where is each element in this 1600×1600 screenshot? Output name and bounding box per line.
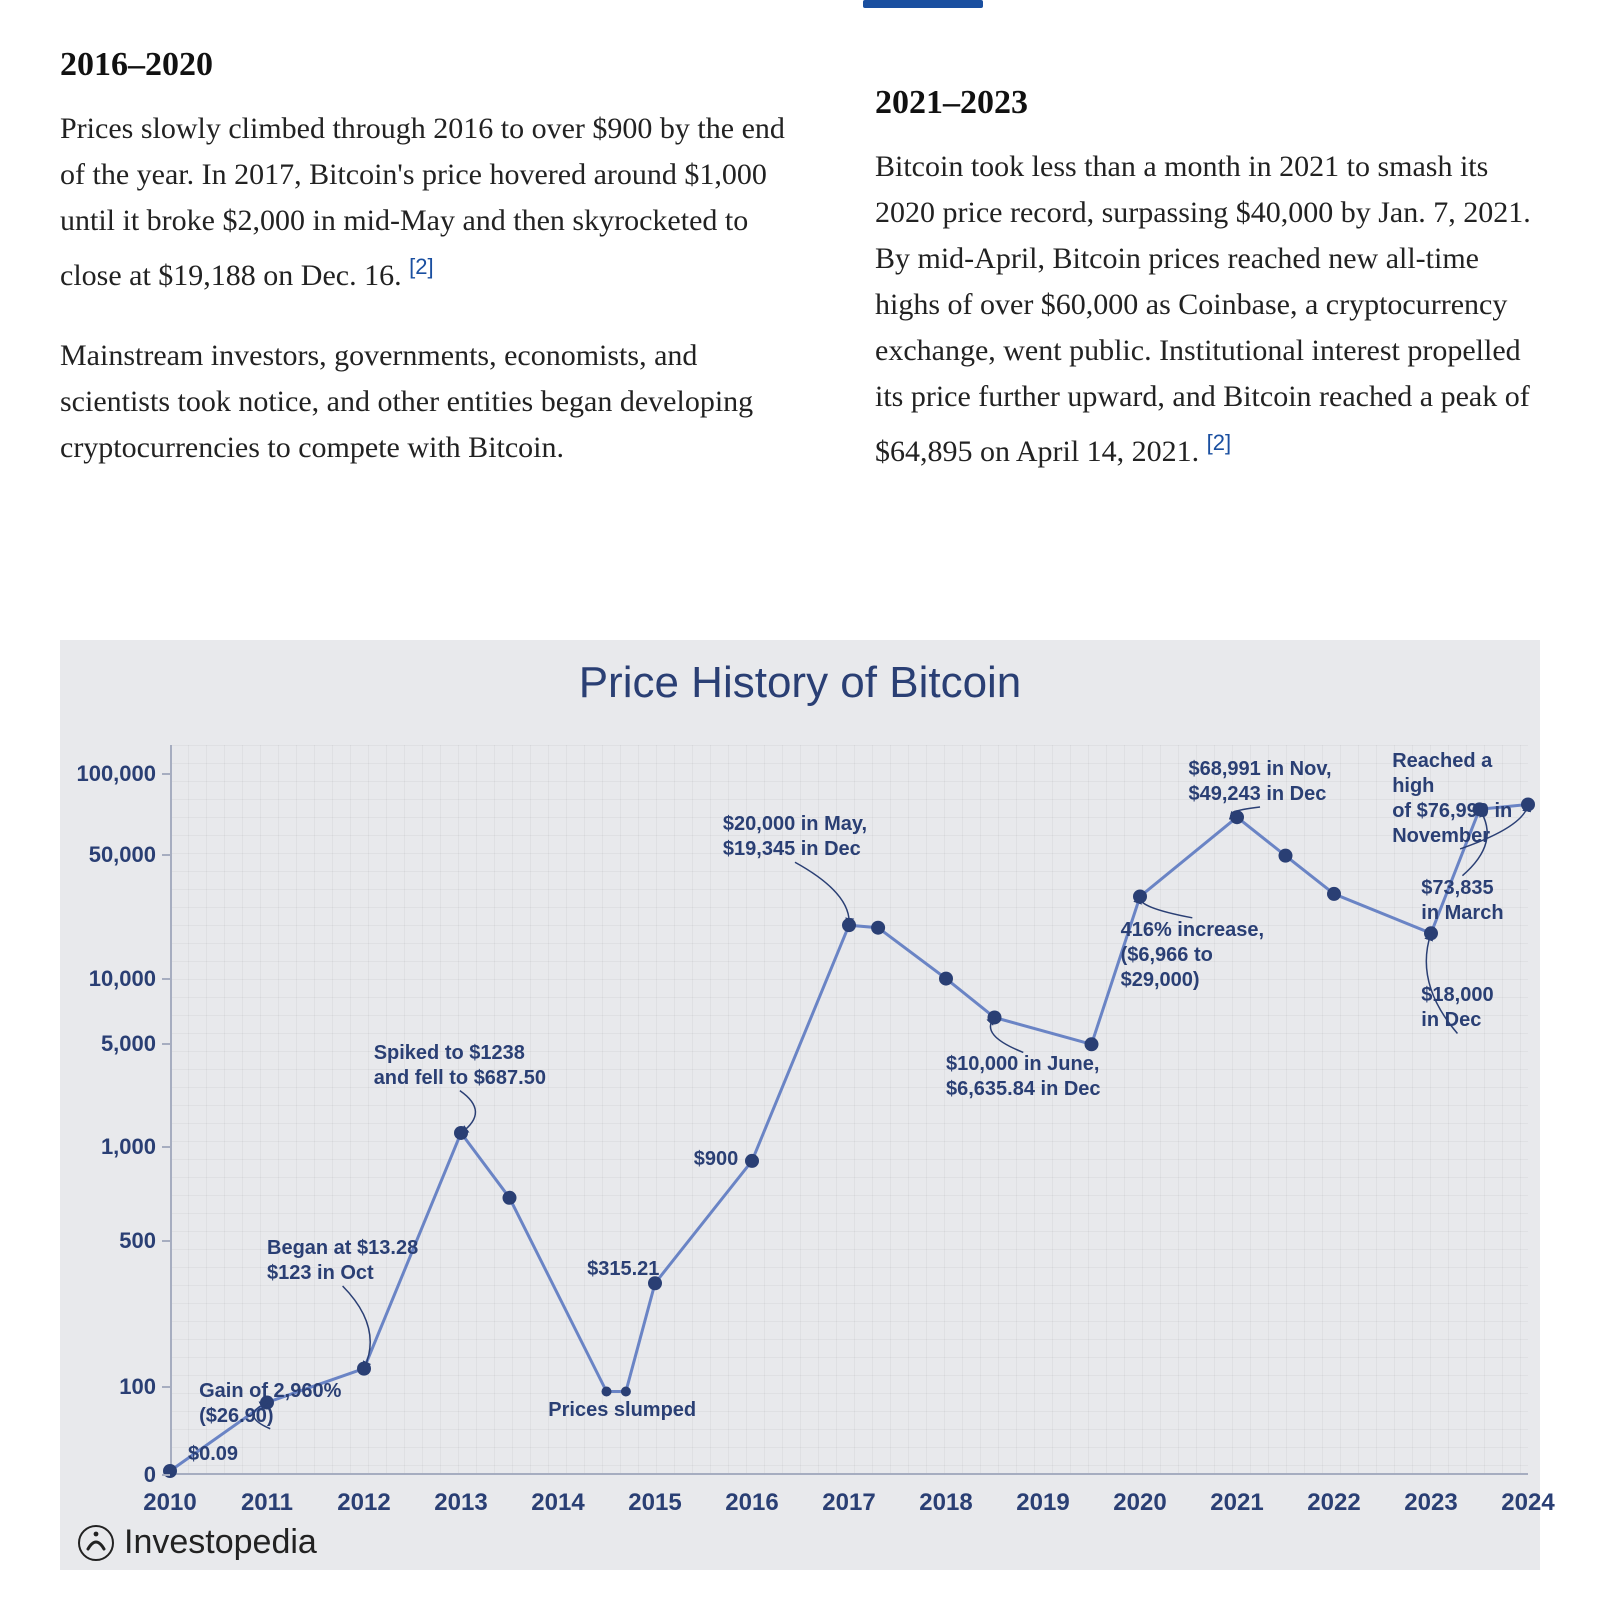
chart-annotation: Prices slumped <box>548 1398 696 1423</box>
bitcoin-chart: Price History of Bitcoin 01005001,0005,0… <box>60 640 1540 1570</box>
chart-annotation: Began at $13.28 $123 in Oct <box>267 1236 418 1286</box>
y-axis-label: 500 <box>119 1228 156 1254</box>
citation-link-1[interactable]: [2] <box>409 254 433 279</box>
y-axis-label: 100,000 <box>76 761 156 787</box>
left-paragraph-2: Mainstream investors, governments, econo… <box>60 333 795 471</box>
x-axis-label: 2018 <box>919 1489 972 1517</box>
chart-annotation: $0.09 <box>188 1442 238 1467</box>
data-point <box>1133 890 1147 904</box>
chart-annotation: 416% increase, ($6,966 to $29,000) <box>1121 918 1264 993</box>
left-paragraph-1: Prices slowly climbed through 2016 to ov… <box>60 106 795 299</box>
right-p1-text: Bitcoin took less than a month in 2021 t… <box>875 150 1531 468</box>
citation-link-2[interactable]: [2] <box>1207 430 1231 455</box>
y-axis-label: 1,000 <box>101 1134 156 1160</box>
chart-annotation: $20,000 in May, $19,345 in Dec <box>723 812 867 862</box>
y-axis-label: 10,000 <box>89 966 156 992</box>
x-axis-label: 2021 <box>1210 1489 1263 1517</box>
data-point <box>988 1010 1002 1024</box>
x-axis-label: 2013 <box>434 1489 487 1517</box>
investopedia-icon <box>78 1525 114 1561</box>
x-axis-label: 2017 <box>822 1489 875 1517</box>
data-point <box>871 921 885 935</box>
x-axis-label: 2015 <box>628 1489 681 1517</box>
data-point <box>621 1387 631 1397</box>
data-point <box>1279 849 1293 863</box>
data-point <box>1327 887 1341 901</box>
chart-annotation: $68,991 in Nov, $49,243 in Dec <box>1189 757 1332 807</box>
chart-annotation: Reached a high of $76,999 in November <box>1392 749 1528 849</box>
data-point <box>1085 1037 1099 1051</box>
chart-annotation: $10,000 in June, $6,635.84 in Dec <box>946 1052 1101 1102</box>
brand-name: Investopedia <box>124 1523 317 1562</box>
y-axis-label: 5,000 <box>101 1031 156 1057</box>
chart-annotation: Gain of 2,960% ($26.90) <box>199 1379 341 1429</box>
x-axis-label: 2023 <box>1404 1489 1457 1517</box>
brand-logo: Investopedia <box>78 1523 317 1562</box>
data-point <box>939 972 953 986</box>
right-heading: 2021–2023 <box>875 84 1540 122</box>
x-axis-label: 2012 <box>337 1489 390 1517</box>
x-axis-label: 2022 <box>1307 1489 1360 1517</box>
chart-annotation: $73,835 in March <box>1421 876 1503 926</box>
chart-annotation: $900 <box>694 1147 739 1172</box>
data-point <box>745 1154 759 1168</box>
data-point <box>503 1191 517 1205</box>
x-axis-label: 2024 <box>1501 1489 1554 1517</box>
x-axis-label: 2014 <box>531 1489 584 1517</box>
annotation-pointer <box>343 1286 371 1369</box>
x-axis-label: 2019 <box>1016 1489 1069 1517</box>
data-point <box>454 1126 468 1140</box>
x-axis-label: 2011 <box>241 1489 293 1517</box>
data-point <box>602 1387 612 1397</box>
left-heading: 2016–2020 <box>60 46 795 84</box>
y-axis-label: 0 <box>144 1462 156 1488</box>
y-axis-label: 100 <box>119 1374 156 1400</box>
x-axis-label: 2020 <box>1113 1489 1166 1517</box>
annotation-pointer <box>1140 897 1193 918</box>
chart-annotation: Spiked to $1238 and fell to $687.50 <box>374 1041 546 1091</box>
y-axis-label: 50,000 <box>89 842 156 868</box>
right-paragraph-1: Bitcoin took less than a month in 2021 t… <box>875 144 1540 475</box>
price-line <box>170 805 1528 1472</box>
x-axis-label: 2010 <box>143 1489 196 1517</box>
chart-plot-area: 01005001,0005,00010,00050,000100,0002010… <box>170 745 1528 1475</box>
active-tab-indicator <box>863 0 983 8</box>
chart-title: Price History of Bitcoin <box>60 658 1540 708</box>
x-axis-label: 2016 <box>725 1489 778 1517</box>
chart-annotation: $315.21 <box>587 1257 659 1282</box>
annotation-pointer <box>795 862 849 925</box>
chart-annotation: $18,000 in Dec <box>1421 983 1493 1033</box>
